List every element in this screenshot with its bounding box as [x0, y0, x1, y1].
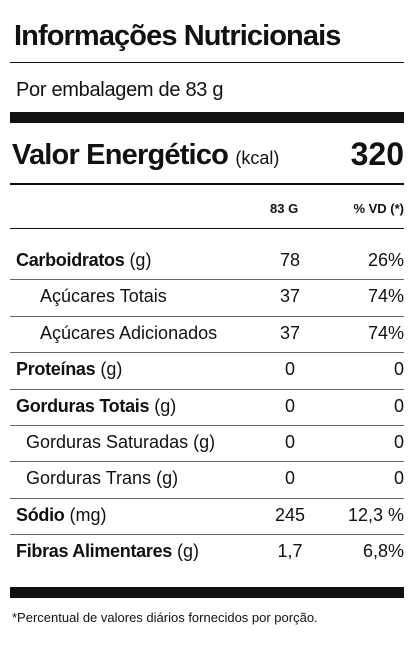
- rule: [10, 183, 404, 185]
- nutrient-unit: (g): [129, 250, 152, 270]
- nutrient: Gorduras Saturadas (g): [26, 433, 215, 451]
- energy: Valor Energético (kcal): [12, 141, 279, 170]
- nutrient-name: Proteínas: [16, 359, 96, 380]
- nutrient: Proteínas (g): [16, 360, 122, 378]
- row-rule: [10, 388, 404, 390]
- vd: 6,8%: [362, 541, 404, 562]
- rule: [10, 228, 404, 229]
- row-rule: [10, 279, 404, 281]
- vd: 12,3 %: [347, 504, 404, 525]
- amount: 1,7: [277, 541, 303, 562]
- nutrient-unit: (g): [154, 395, 177, 416]
- row-rule: [10, 352, 404, 354]
- row-rule: [10, 425, 404, 426]
- nutrient-unit: (g): [156, 468, 179, 489]
- nutrient: Gorduras Totais (g): [16, 397, 176, 415]
- nutrient-unit: (mg): [69, 504, 107, 525]
- row-rule: [10, 461, 404, 463]
- nutrient: Carboidratos (g): [16, 251, 151, 269]
- energy-label: Valor Energético: [12, 139, 229, 171]
- energy-unit: (kcal): [235, 148, 280, 168]
- amount: 0: [284, 432, 295, 452]
- nutrient-unit: (g): [193, 432, 216, 452]
- amount: 78: [279, 250, 301, 270]
- row-rule: [10, 497, 404, 499]
- thick-rule: [10, 112, 404, 123]
- vd: 26%: [367, 250, 404, 270]
- title: Informações Nutricionais: [14, 20, 341, 52]
- vd: 0: [393, 432, 404, 452]
- amount: 245: [274, 504, 306, 525]
- nutrient: Açúcares Totais: [40, 287, 167, 305]
- amount: 0: [284, 359, 295, 380]
- amount: 0: [284, 468, 295, 489]
- nutrient-name: Gorduras Totais: [16, 395, 150, 416]
- row-rule: [10, 315, 404, 317]
- nutrient-name: Carboidratos: [16, 250, 125, 270]
- nutrient-name: Gorduras Trans: [26, 468, 152, 489]
- vd: 0: [393, 359, 404, 380]
- nutrient-name: Fibras Alimentares: [16, 541, 172, 562]
- rule: [10, 62, 404, 63]
- nutrient-unit: (g): [177, 541, 200, 562]
- amount: 37: [279, 322, 301, 343]
- energy-value: 320: [350, 136, 404, 172]
- vd: 74%: [367, 322, 404, 343]
- nutrient: Gorduras Trans (g): [26, 469, 178, 487]
- nutrient: Açúcares Adicionados: [40, 324, 217, 342]
- vd: 0: [393, 468, 404, 489]
- amount: 37: [279, 286, 301, 307]
- amount-header: 83 G: [270, 201, 299, 216]
- nutrient-name: Açúcares Adicionados: [40, 322, 218, 343]
- vd: 74%: [367, 286, 404, 307]
- vd: 0: [393, 395, 404, 416]
- thick-rule: [10, 587, 404, 598]
- nutrient-name: Gorduras Saturadas: [26, 432, 189, 452]
- vd-header: % VD (*): [353, 201, 404, 216]
- nutrient-name: Sódio: [16, 504, 65, 525]
- footnote: *Percentual de valores diários fornecido…: [12, 610, 318, 625]
- nutrient: Fibras Alimentares (g): [16, 542, 199, 560]
- nutrient-name: Açúcares Totais: [40, 286, 167, 307]
- row-rule: [10, 534, 404, 536]
- serving: Por embalagem de 83 g: [16, 79, 224, 101]
- nutrient: Sódio (mg): [16, 506, 107, 524]
- nutrient-unit: (g): [100, 359, 123, 380]
- amount: 0: [284, 395, 295, 416]
